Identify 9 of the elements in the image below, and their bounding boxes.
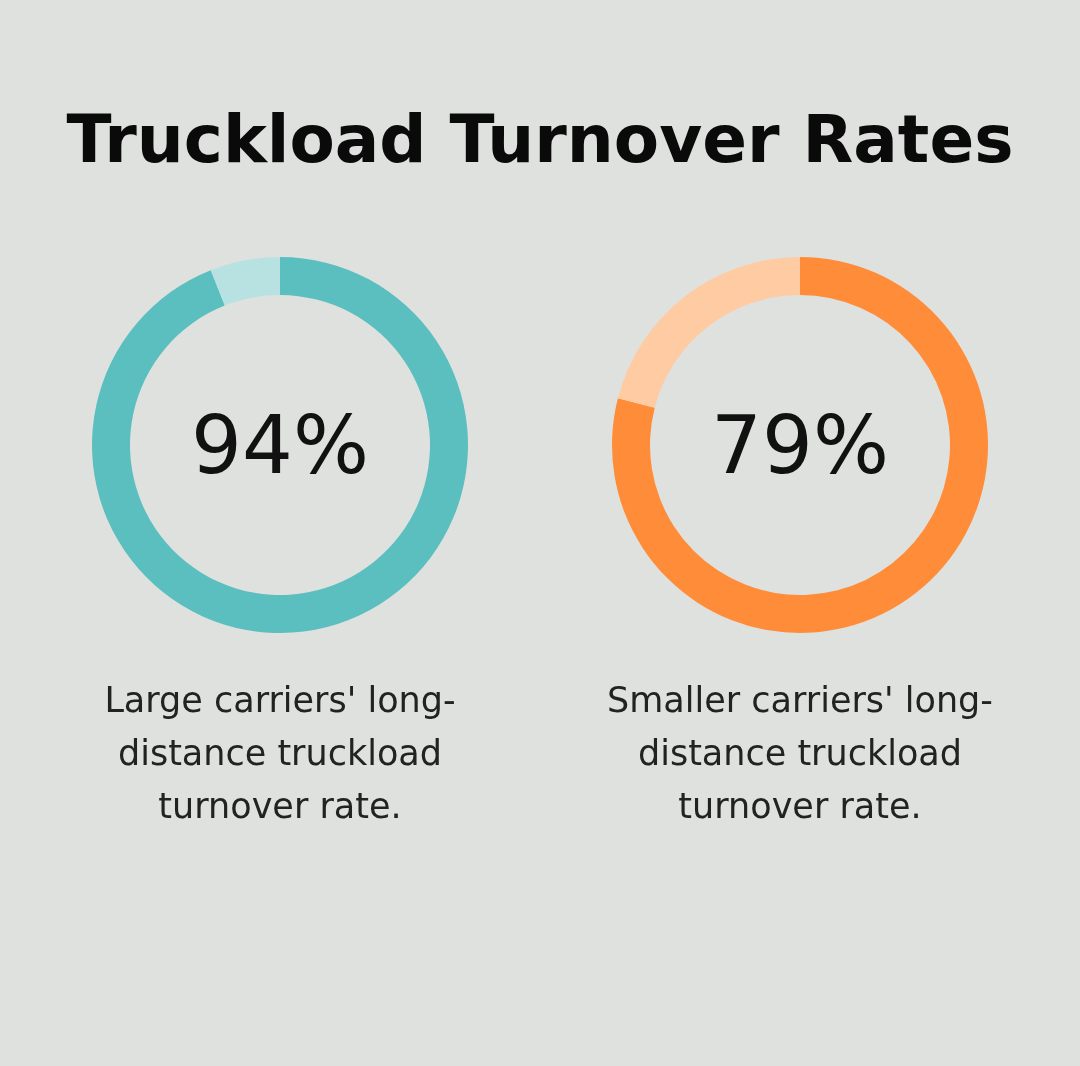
donut-slice	[617, 257, 800, 408]
chart-title: Truckload Turnover Rates	[66, 101, 1014, 178]
text: Smaller carriers' long-distance truckload turnover rate.	[607, 680, 993, 826]
data-label: 79%	[711, 399, 889, 492]
donut-slice	[210, 257, 280, 306]
data-label: 94%	[191, 399, 369, 492]
text: Large carriers' long-distance truckload turnover rate.	[104, 680, 456, 826]
donut-slice	[92, 257, 468, 633]
donut-slice	[612, 257, 988, 633]
